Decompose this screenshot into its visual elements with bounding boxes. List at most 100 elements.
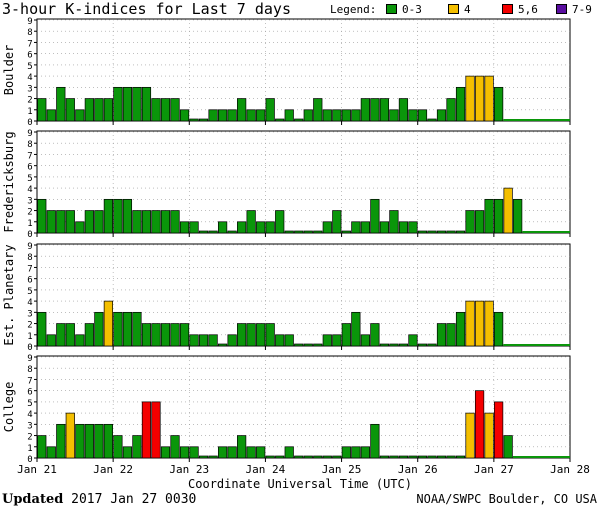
bar-est-planetary [265, 323, 275, 347]
bar-college [170, 435, 180, 459]
x-tick-label: Jan 27 [474, 463, 514, 476]
bar-fredericksburg [446, 230, 456, 234]
bar-college [341, 446, 351, 459]
bar-boulder [265, 98, 275, 122]
bar-college [427, 455, 437, 459]
chart-title: 3-hour K-indices for Last 7 days [2, 0, 291, 18]
bar-est-planetary [122, 311, 133, 347]
bar-est-planetary [56, 323, 66, 347]
bar-college [46, 446, 56, 459]
bar-fredericksburg [141, 210, 152, 234]
bar-fredericksburg [237, 221, 247, 234]
bar-fredericksburg [484, 198, 494, 234]
bar-est-planetary [474, 300, 485, 347]
bar-boulder [160, 98, 171, 122]
bar-college [313, 455, 323, 459]
y-tick-label-college: 1 [27, 444, 32, 454]
y-tick-label-est-planetary: 4 [27, 298, 32, 308]
bar-est-planetary [446, 323, 456, 347]
bar-fredericksburg [389, 210, 399, 234]
x-tick-label: Jan 25 [322, 463, 362, 476]
bar-college [94, 423, 104, 459]
y-tick-label-college: 5 [27, 399, 32, 409]
bar-boulder [237, 98, 247, 122]
bar-college [332, 455, 342, 459]
y-tick-label-boulder: 8 [27, 28, 32, 38]
bar-est-planetary [322, 334, 332, 347]
x-tick-label: Jan 22 [93, 463, 133, 476]
bar-fredericksburg [351, 221, 361, 234]
bar-boulder [455, 86, 466, 122]
y-tick-label-est-planetary: 0 [27, 343, 32, 353]
bar-boulder [389, 109, 399, 122]
bar-fredericksburg [303, 230, 313, 234]
y-tick-label-fredericksburg: 7 [27, 151, 32, 161]
bar-fredericksburg [360, 221, 370, 234]
bar-college [465, 412, 475, 459]
bar-fredericksburg [408, 221, 418, 234]
k-index-chart: 0123456789Boulder0123456789Fredericksbur… [2, 17, 590, 476]
bar-fredericksburg [370, 198, 380, 234]
bar-boulder [379, 98, 390, 122]
bar-est-planetary [179, 323, 190, 347]
updated-value: 2017 Jan 27 0030 [71, 492, 197, 507]
y-tick-label-college: 0 [27, 455, 32, 465]
bar-fredericksburg [398, 221, 409, 234]
bar-college [237, 435, 247, 459]
bar-college [227, 446, 237, 459]
bar-boulder [370, 98, 380, 122]
bar-boulder [474, 75, 485, 122]
bar-fredericksburg [256, 221, 266, 234]
bar-est-planetary [332, 334, 342, 347]
bar-fredericksburg [113, 198, 123, 234]
bar-college [379, 455, 390, 459]
bar-fredericksburg [122, 198, 133, 234]
bar-fredericksburg [379, 221, 390, 234]
legend-item-7-9: 7-9 [572, 3, 592, 16]
bar-est-planetary [132, 311, 142, 347]
bar-college [503, 435, 513, 459]
bar-college [474, 390, 485, 459]
bar-fredericksburg [75, 221, 85, 234]
bar-est-planetary [389, 343, 399, 347]
bar-college [351, 446, 361, 459]
bar-boulder [408, 109, 418, 122]
bar-est-planetary [341, 323, 351, 347]
x-axis-label: Coordinate Universal Time (UTC) [188, 477, 412, 491]
bar-est-planetary [427, 343, 437, 347]
bar-fredericksburg [189, 221, 199, 234]
y-tick-label-fredericksburg: 9 [27, 129, 32, 139]
y-tick-label-est-planetary: 1 [27, 332, 32, 342]
bar-fredericksburg [294, 230, 304, 234]
bar-fredericksburg [246, 210, 256, 234]
bar-est-planetary [370, 323, 380, 347]
bar-est-planetary [408, 334, 418, 347]
y-tick-label-est-planetary: 8 [27, 253, 32, 263]
bar-boulder [494, 86, 504, 122]
legend-item-5-6: 5,6 [518, 3, 538, 16]
bar-fredericksburg [170, 210, 180, 234]
y-tick-label-college: 7 [27, 376, 32, 386]
bar-college [56, 423, 66, 459]
bar-boulder [227, 109, 237, 122]
bar-college [370, 423, 380, 459]
bar-fredericksburg [56, 210, 66, 234]
bar-college [151, 401, 161, 459]
panel-label-fredericksburg: Fredericksburg [2, 131, 16, 232]
legend-swatch-7-9 [556, 4, 567, 14]
y-tick-label-boulder: 3 [27, 84, 32, 94]
bar-est-planetary [46, 334, 56, 347]
bar-college [275, 455, 285, 459]
y-tick-label-fredericksburg: 8 [27, 140, 32, 150]
bar-est-planetary [208, 334, 218, 347]
bar-boulder [217, 109, 228, 122]
legend-swatch-0-3 [386, 4, 397, 14]
bar-boulder [208, 109, 218, 122]
bar-boulder [37, 98, 47, 122]
bar-boulder [151, 98, 161, 122]
bar-boulder [198, 118, 209, 122]
bar-boulder [446, 98, 456, 122]
bar-college [389, 455, 399, 459]
y-tick-label-boulder: 0 [27, 118, 32, 128]
bar-college [122, 446, 133, 459]
